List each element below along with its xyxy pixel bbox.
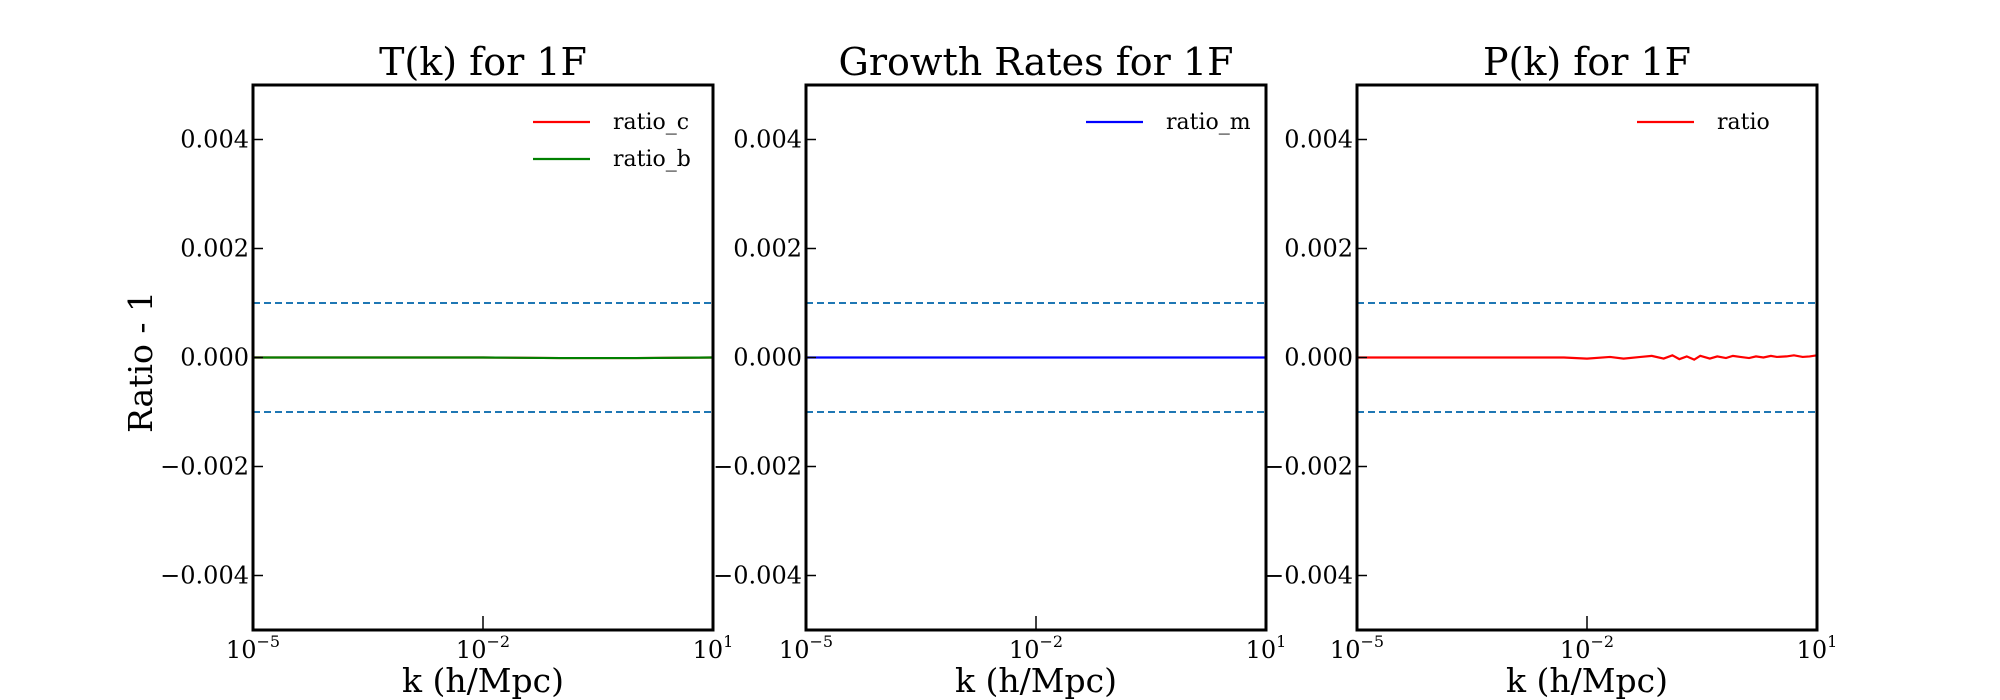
y-tick-label: 0.002 — [733, 235, 802, 263]
x-tick-label: 10−2 — [456, 632, 510, 664]
chart-title: P(k) for 1F — [1483, 40, 1691, 84]
x-tick-exponent: −5 — [256, 632, 280, 651]
x-tick-label: 101 — [693, 632, 734, 664]
x-axis-label: k (h/Mpc) — [402, 661, 564, 700]
x-tick-base: 10 — [226, 636, 257, 664]
chart-panel-3: P(k) for 1F 0.004 0.002 0.000 −0.002 −0.004 10… — [1264, 40, 1837, 700]
y-tick-label: 0.002 — [1284, 235, 1353, 263]
x-tick-exponent: −2 — [486, 632, 510, 651]
x-tick-base: 10 — [1246, 636, 1277, 664]
legend-label-ratio: ratio — [1717, 110, 1770, 135]
x-tick-base: 10 — [456, 636, 487, 664]
legend-label-ratio-m: ratio_m — [1166, 110, 1251, 135]
y-tick-label: 0.000 — [733, 344, 802, 372]
x-tick-exponent: 1 — [1827, 632, 1837, 651]
x-tick-exponent: −2 — [1039, 632, 1063, 651]
chart-panel-1: T(k) for 1F 0.004 0.002 0.000 −0.002 −0.004 10… — [160, 40, 733, 700]
legend-label-ratio-b: ratio_b — [613, 147, 691, 172]
y-tick-label: −0.004 — [1264, 562, 1353, 590]
chart-panels: T(k) for 1F0.0040.0020.000−0.002−0.00410… — [160, 40, 1837, 700]
x-tick-label: 10−5 — [226, 632, 280, 664]
chart-title: Growth Rates for 1F — [839, 40, 1234, 84]
y-tick-label: −0.004 — [160, 562, 249, 590]
y-axis-label: Ratio - 1 — [121, 291, 160, 433]
x-tick-base: 10 — [693, 636, 724, 664]
chart-panel-2: Growth Rates for 1F 0.004 0.002 0.000 −0.002… — [713, 40, 1286, 700]
x-tick-base: 10 — [1560, 636, 1591, 664]
x-tick-exponent: −5 — [1360, 632, 1384, 651]
x-tick-label: 10−2 — [1560, 632, 1614, 664]
x-axis-label: k (h/Mpc) — [955, 661, 1117, 700]
series-line-ratio-b — [253, 356, 714, 360]
y-tick-label: 0.004 — [1284, 126, 1353, 154]
y-tick-label: 0.000 — [180, 344, 249, 372]
y-tick-label: 0.004 — [733, 126, 802, 154]
x-tick-exponent: 1 — [723, 632, 733, 651]
y-tick-label: −0.004 — [713, 562, 802, 590]
x-tick-base: 10 — [779, 636, 810, 664]
x-tick-label: 10−2 — [1009, 632, 1063, 664]
x-axis-label: k (h/Mpc) — [1506, 661, 1668, 700]
x-tick-label: 10−5 — [1330, 632, 1384, 664]
x-tick-exponent: −5 — [809, 632, 833, 651]
y-tick-label: −0.002 — [160, 453, 249, 481]
x-tick-label: 101 — [1246, 632, 1287, 664]
series-line-ratio — [1357, 354, 1818, 361]
y-tick-label: −0.002 — [1264, 453, 1353, 481]
x-tick-label: 101 — [1797, 632, 1838, 664]
x-tick-exponent: −2 — [1590, 632, 1614, 651]
x-tick-exponent: 1 — [1276, 632, 1286, 651]
chart-title: T(k) for 1F — [379, 40, 587, 84]
y-tick-label: −0.002 — [713, 453, 802, 481]
x-tick-base: 10 — [1797, 636, 1828, 664]
legend-label-ratio-c: ratio_c — [613, 110, 689, 135]
y-tick-label: 0.004 — [180, 126, 249, 154]
x-tick-base: 10 — [1330, 636, 1361, 664]
y-tick-label: 0.002 — [180, 235, 249, 263]
y-tick-label: 0.000 — [1284, 344, 1353, 372]
x-tick-base: 10 — [1009, 636, 1040, 664]
x-tick-label: 10−5 — [779, 632, 833, 664]
